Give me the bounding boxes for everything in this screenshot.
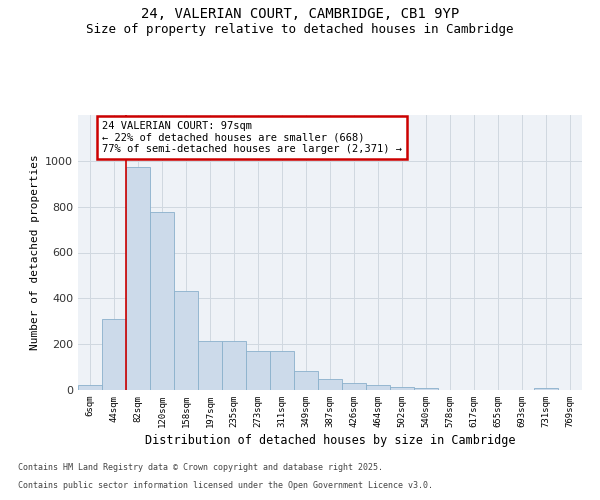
- Bar: [342, 383, 366, 390]
- Y-axis label: Number of detached properties: Number of detached properties: [29, 154, 40, 350]
- Bar: [174, 292, 198, 390]
- Bar: [126, 166, 150, 390]
- Bar: [270, 351, 294, 390]
- Text: Contains HM Land Registry data © Crown copyright and database right 2025.: Contains HM Land Registry data © Crown c…: [18, 464, 383, 472]
- Bar: [414, 388, 438, 390]
- Text: Contains public sector information licensed under the Open Government Licence v3: Contains public sector information licen…: [18, 481, 433, 490]
- Text: 24 VALERIAN COURT: 97sqm
← 22% of detached houses are smaller (668)
77% of semi-: 24 VALERIAN COURT: 97sqm ← 22% of detach…: [102, 120, 402, 154]
- X-axis label: Distribution of detached houses by size in Cambridge: Distribution of detached houses by size …: [145, 434, 515, 447]
- Bar: [102, 319, 126, 390]
- Bar: [246, 351, 270, 390]
- Bar: [78, 386, 102, 390]
- Bar: [366, 386, 390, 390]
- Bar: [534, 388, 558, 390]
- Text: 24, VALERIAN COURT, CAMBRIDGE, CB1 9YP: 24, VALERIAN COURT, CAMBRIDGE, CB1 9YP: [141, 8, 459, 22]
- Bar: [198, 340, 222, 390]
- Bar: [390, 387, 414, 390]
- Bar: [150, 212, 174, 390]
- Bar: [294, 370, 318, 390]
- Bar: [318, 379, 342, 390]
- Text: Size of property relative to detached houses in Cambridge: Size of property relative to detached ho…: [86, 22, 514, 36]
- Bar: [222, 340, 246, 390]
